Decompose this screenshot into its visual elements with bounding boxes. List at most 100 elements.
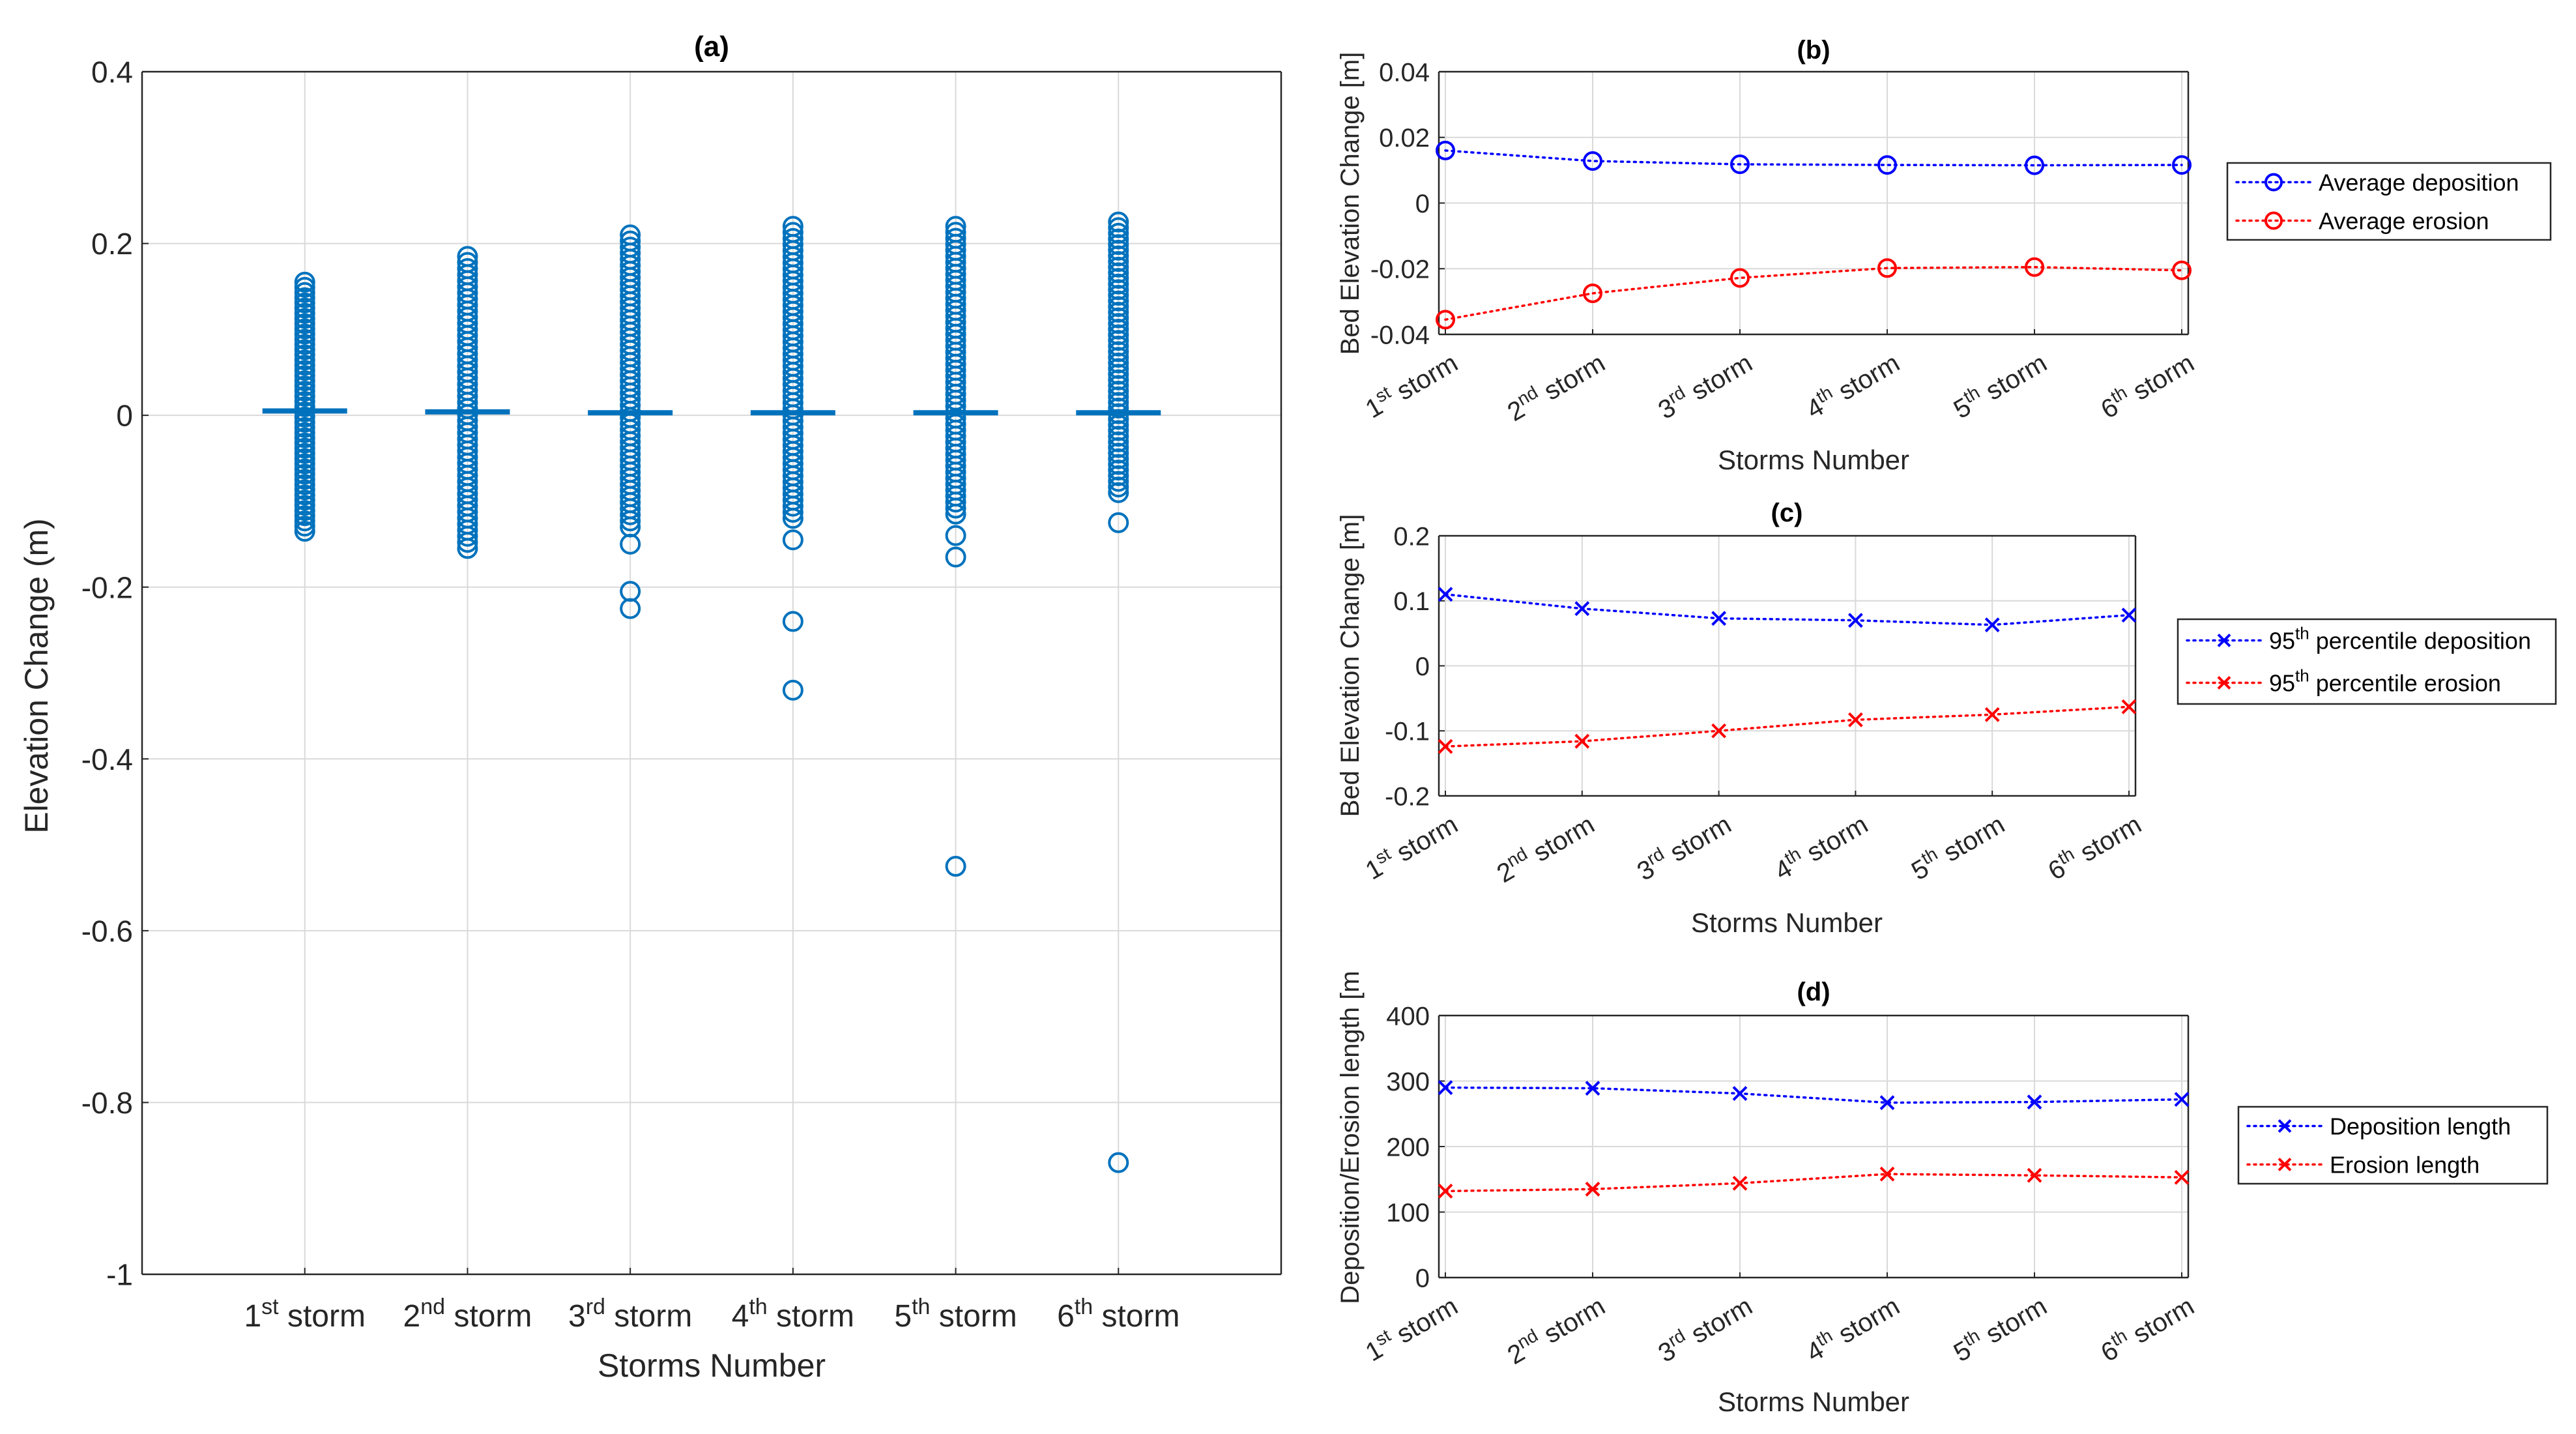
- panel-a-title: (a): [694, 31, 729, 63]
- panel-a-y-tick-label: 0: [116, 399, 133, 433]
- panel-a-point: [1108, 256, 1129, 278]
- panel-a-point: [1108, 460, 1129, 481]
- panel-a-point: [1108, 307, 1129, 329]
- panel-a-point: [294, 308, 315, 329]
- panel-a-point: [1108, 222, 1129, 244]
- panel-b-legend-label: Average deposition: [2319, 169, 2519, 196]
- panel-d-legend-marker: [2278, 1158, 2292, 1171]
- panel-a-point: [1108, 273, 1129, 295]
- panel-a-point: [294, 422, 315, 443]
- panel-d-legend-marker: [2278, 1119, 2292, 1133]
- panel-a-scatter: -1 -0.8 -0.6 -0.4 -0.2 0 0.2 0.4 1st storm 2nd st…: [18, 31, 1282, 1384]
- panel-a-outlier: [620, 533, 641, 555]
- panel-b-y-tick-label: 0.02: [1379, 124, 1430, 153]
- panel-a-point: [294, 297, 315, 319]
- panel-a-point: [1108, 347, 1129, 368]
- panel-c-y-tick-label: 0: [1415, 652, 1430, 681]
- panel-a-point: [457, 252, 478, 273]
- panel-a-point: [1108, 335, 1129, 357]
- panel-a-point: [1108, 471, 1129, 492]
- panel-a-x-tick-label: 3rd storm: [568, 1295, 692, 1334]
- panel-a-point: [1108, 482, 1129, 503]
- panel-c-y-tick-label: 0.2: [1393, 522, 1430, 551]
- panel-d-legend: Deposition length Erosion length: [2237, 1105, 2549, 1185]
- panel-a-point: [294, 355, 315, 376]
- panel-c-title: (c): [1771, 499, 1803, 527]
- panel-d-series-2: [1438, 1166, 2190, 1199]
- panel-d-point: [1438, 1183, 1453, 1199]
- panel-a-point: [294, 510, 315, 532]
- panel-a-point: [294, 505, 315, 527]
- panel-b-point: [1730, 268, 1750, 288]
- panel-a-point: [1108, 443, 1129, 464]
- panel-a-point: [294, 323, 315, 345]
- panel-a-point: [1108, 358, 1129, 379]
- panel-a-point: [1108, 454, 1129, 475]
- panel-a-point: [294, 375, 315, 397]
- panel-a-point: [294, 521, 315, 542]
- panel-b-ylabel: Bed Elevation Change [m]: [1336, 52, 1365, 355]
- panel-a-point: [1108, 285, 1129, 306]
- panel-d-series-1: [1438, 1080, 2190, 1111]
- panel-d-point: [2027, 1094, 2042, 1110]
- panel-a-point: [1108, 262, 1129, 284]
- panel-d-y-tick-label: 400: [1386, 1002, 1430, 1031]
- panel-d-y-tick-label: 300: [1386, 1068, 1430, 1096]
- panel-a-point: [1108, 211, 1129, 233]
- panel-a-point: [294, 458, 315, 480]
- panel-a-point: [294, 453, 315, 475]
- panel-c-point: [1438, 587, 1453, 602]
- panel-a-point: [1108, 448, 1129, 469]
- panel-d-point: [2174, 1092, 2190, 1107]
- panel-a-y-tick-label: -0.6: [81, 914, 133, 948]
- panel-a-point: [457, 258, 478, 280]
- panel-a-point: [294, 427, 315, 448]
- panel-c-series-1: [1438, 587, 2137, 633]
- panel-c-point: [2121, 699, 2137, 714]
- panel-a-point: [1108, 228, 1129, 250]
- panel-a-point: [782, 222, 803, 243]
- panel-a-point: [294, 292, 315, 314]
- panel-a-point: [294, 469, 315, 490]
- panel-a-point: [1108, 386, 1129, 407]
- panel-d-y-tick-label: 0: [1415, 1264, 1430, 1293]
- panel-d-point: [2174, 1169, 2190, 1185]
- panel-a-point: [294, 432, 315, 454]
- panel-a-point: [294, 370, 315, 392]
- panel-c-point: [2121, 607, 2137, 623]
- panel-a-point: [1108, 330, 1129, 351]
- panel-a-outlier: [782, 529, 803, 551]
- panel-d-title: (d): [1797, 978, 1830, 1006]
- panel-a-x-tick-label: 6th storm: [1057, 1295, 1179, 1334]
- panel-d-point: [1732, 1175, 1748, 1191]
- panel-a-point: [294, 490, 315, 511]
- panel-a-point: [294, 302, 315, 324]
- panel-a-point: [620, 237, 641, 258]
- panel-a-outlier: [945, 525, 966, 546]
- panel-a-point: [1108, 268, 1129, 289]
- panel-a-point: [1108, 341, 1129, 362]
- panel-c-y-tick-label: -0.1: [1385, 718, 1430, 746]
- panel-a-point: [294, 417, 315, 438]
- panel-b-legend-box: [2226, 162, 2552, 241]
- panel-a-point: [1108, 369, 1129, 390]
- panel-c-point: [1711, 611, 1727, 626]
- panel-b-point: [1730, 154, 1750, 175]
- panel-d-point: [1732, 1086, 1748, 1102]
- panel-c-point: [1984, 707, 2000, 722]
- panel-c-point: [1984, 617, 2000, 633]
- panel-b-point: [1583, 151, 1602, 171]
- panel-a-series-4: [750, 216, 835, 701]
- panel-d-point: [1438, 1080, 1453, 1095]
- panel-d-y-tick-label: 200: [1386, 1133, 1430, 1162]
- panel-a-y-tick-label: -0.2: [81, 570, 133, 604]
- panel-a-point: [1108, 245, 1129, 267]
- panel-a-point: [294, 339, 315, 360]
- panel-a-point: [294, 479, 315, 501]
- panel-a-point: [1108, 234, 1129, 256]
- panel-a-y-tick-label: 0.4: [91, 55, 133, 89]
- panel-d-xlabel: Storms Number: [1718, 1386, 1909, 1417]
- panel-b-point: [1583, 284, 1602, 304]
- panel-a-x-tick-label: 4th storm: [732, 1295, 854, 1334]
